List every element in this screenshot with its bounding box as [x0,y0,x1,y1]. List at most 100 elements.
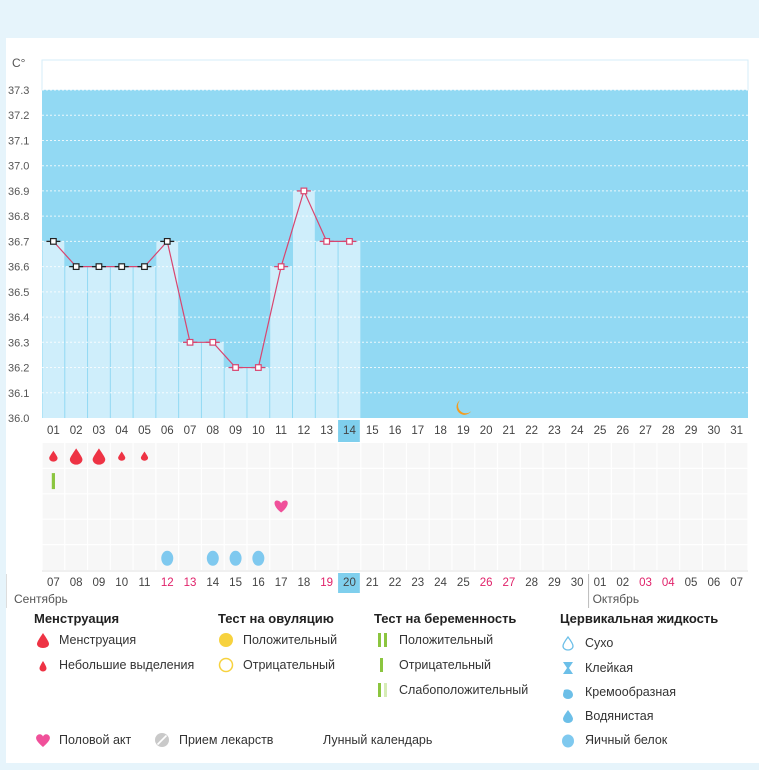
date-label: 07 [47,577,60,589]
month-label: Сентябрь [14,592,68,606]
legend-label: Половой акт [59,733,132,747]
y-tick-label: 36.4 [8,312,29,324]
egg-white-icon [252,550,265,566]
faint-bar-icon [374,682,392,698]
drop-icon [560,708,578,724]
cycle-day-label: 19 [457,425,470,437]
temperature-point [118,263,126,271]
legend-label: Водянистая [585,709,654,723]
legend-pregnancy-weak: Слабоположительный [374,682,528,698]
date-label: 27 [502,577,515,589]
cycle-day-label: 02 [70,425,83,437]
legend-label: Положительный [243,633,338,647]
cycle-day-label: 30 [707,425,720,437]
temperature-column [270,266,293,418]
date-label: 09 [93,577,106,589]
temperature-point [186,338,194,346]
date-label: 05 [685,577,698,589]
date-label: 28 [525,577,538,589]
legend-cervical-creamy: Кремообразная [560,684,676,700]
cycle-day-label: 16 [389,425,402,437]
legend-ovulation-title: Тест на овуляцию [218,611,334,626]
legend-cervical-dry: Сухо [560,635,613,651]
temperature-column [42,241,65,418]
moon-icon [456,400,472,415]
current-date-marker [338,573,360,593]
cycle-day-label: 06 [161,425,174,437]
legend-moon: Лунный календарь [298,732,432,748]
legend-label: Положительный [399,633,494,647]
legend-label: Отрицательный [243,658,336,672]
legend-pregnancy-title: Тест на беременность [374,611,517,626]
y-tick-label: 36.1 [8,388,29,400]
cycle-day-label: 31 [730,425,743,437]
drop-icon [34,632,52,648]
cycle-day-label: 26 [616,425,629,437]
date-label: 18 [298,577,311,589]
date-label: 20 [343,577,356,589]
temperature-point [323,237,331,245]
y-tick-label: 36.5 [8,287,29,299]
legend-label: Сухо [585,636,614,650]
month-label: Октябрь [593,592,640,606]
events-grid [42,443,748,570]
y-tick-label: 36.9 [8,186,29,198]
y-tick-label: 36.0 [8,413,29,425]
y-tick-label: 36.6 [8,262,29,274]
legend-pregnancy-negative: Отрицательный [374,657,491,673]
date-label: 26 [480,577,493,589]
cycle-day-label: 08 [206,425,219,437]
date-label: 13 [184,577,197,589]
temperature-column [315,241,338,418]
date-label: 14 [206,577,219,589]
legend-ovulation-negative: Отрицательный [218,657,335,673]
date-label: 29 [548,577,561,589]
hollow-drop-icon [560,635,578,651]
date-label: 01 [594,577,607,589]
temperature-column [110,266,133,418]
date-label: 24 [434,577,447,589]
egg-white-icon [161,550,174,566]
legend-label: Прием лекарств [179,733,274,747]
cycle-day-label: 25 [594,425,607,437]
pregnancy-test-bar-icon [51,473,55,490]
temperature-point [141,263,148,271]
cycle-day-label: 13 [320,425,333,437]
egg-white-icon [229,550,242,566]
temperature-point [232,364,239,371]
small-drop-icon [34,657,52,673]
legend-cervical-title: Цервикальная жидкость [560,611,719,626]
date-label: 23 [411,577,424,589]
date-label: 06 [707,577,720,589]
cycle-day-label: 21 [502,425,515,437]
legend-cervical-eggwhite: Яичный белок [560,732,667,748]
date-label: 22 [389,577,402,589]
legend-menstruation-item: Менструация [34,632,136,648]
cycle-day-label: 18 [434,425,447,437]
y-axis-label: C° [12,56,26,70]
y-tick-label: 37.1 [8,135,29,147]
pill-icon [154,732,172,748]
legend-pregnancy-positive: Положительный [374,632,493,648]
date-label: 07 [730,577,743,589]
legend-label: Яичный белок [585,733,668,747]
temperature-point [277,263,285,271]
y-tick-label: 36.7 [8,236,29,248]
spotting-drop-icon [140,451,149,461]
legend-spotting-item: Небольшие выделения [34,657,194,673]
date-label: 04 [662,577,675,589]
date-label: 11 [139,577,151,589]
cycle-day-label: 24 [571,425,584,437]
cycle-day-label: 29 [685,425,698,437]
temperature-column [179,342,201,418]
legend-label: Лунный календарь [323,733,433,747]
legend-label: Менструация [59,633,137,647]
legend-label: Слабоположительный [399,683,529,697]
cycle-day-label: 23 [548,425,561,437]
yellow-circle-icon [218,632,236,648]
heart-icon [274,500,288,513]
date-label: 10 [115,577,128,589]
cycle-day-label: 14 [343,425,356,437]
cycle-day-label: 05 [138,425,151,437]
legend-label: Небольшие выделения [59,658,195,672]
